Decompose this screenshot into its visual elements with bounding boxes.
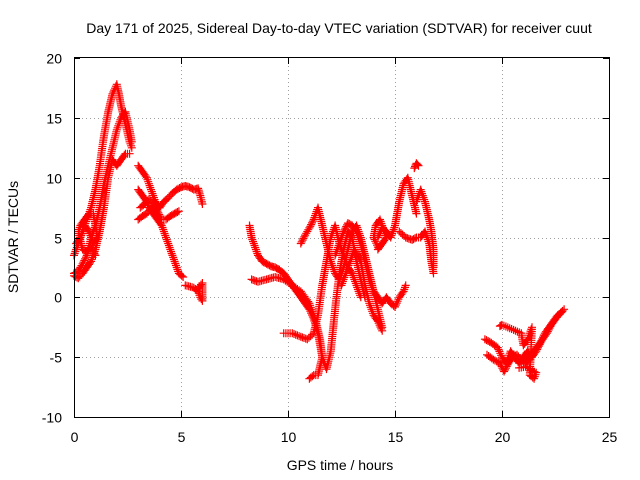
plot-frame: [74, 57, 610, 418]
y-axis-label: SDTVAR / TECUs: [5, 181, 21, 293]
x-tick-label: 10: [281, 429, 297, 445]
y-tick-label: 15: [46, 111, 62, 127]
y-tick-label: 5: [54, 231, 62, 247]
series-arc-5c: [495, 320, 541, 383]
series-arc-4d: [410, 159, 423, 173]
series-arc-2d: [134, 202, 164, 224]
series-arc-3e: [331, 219, 410, 311]
series-arc-2a: [134, 161, 207, 212]
data-markers: [410, 159, 423, 173]
data-markers: [72, 209, 102, 260]
x-tick-label: 25: [602, 429, 618, 445]
data-markers: [495, 320, 541, 383]
data-markers: [331, 219, 410, 311]
data-markers: [412, 185, 438, 272]
series-arc-4c: [412, 185, 438, 272]
x-axis-label: GPS time / hours: [287, 457, 394, 473]
data-layer: [70, 80, 569, 383]
y-tick-label: 10: [46, 171, 62, 187]
x-tick-label: 5: [178, 429, 186, 445]
series-arc-5b: [483, 305, 569, 376]
axis-ticks: 0 5 10 15 20 25 -10 -5 0 5 10 15 20: [42, 51, 618, 446]
series-arc-4e: [369, 215, 391, 254]
y-tick-label: -10: [42, 410, 62, 426]
y-tick-label: -5: [50, 350, 63, 366]
series-arc-1d: [72, 209, 102, 260]
x-tick-label: 0: [71, 429, 79, 445]
series-arc-2e: [181, 279, 207, 305]
data-markers: [483, 305, 569, 376]
y-tick-label: 0: [54, 290, 62, 306]
data-markers: [337, 245, 387, 335]
y-tick-label: 20: [46, 51, 62, 67]
x-tick-label: 20: [495, 429, 511, 445]
data-markers: [134, 161, 207, 212]
data-markers: [134, 202, 164, 224]
series-arc-3f: [337, 245, 387, 335]
chart-title: Day 171 of 2025, Sidereal Day-to-day VTE…: [86, 20, 592, 36]
data-markers: [181, 279, 207, 305]
data-markers: [369, 215, 391, 254]
x-tick-label: 15: [388, 429, 404, 445]
